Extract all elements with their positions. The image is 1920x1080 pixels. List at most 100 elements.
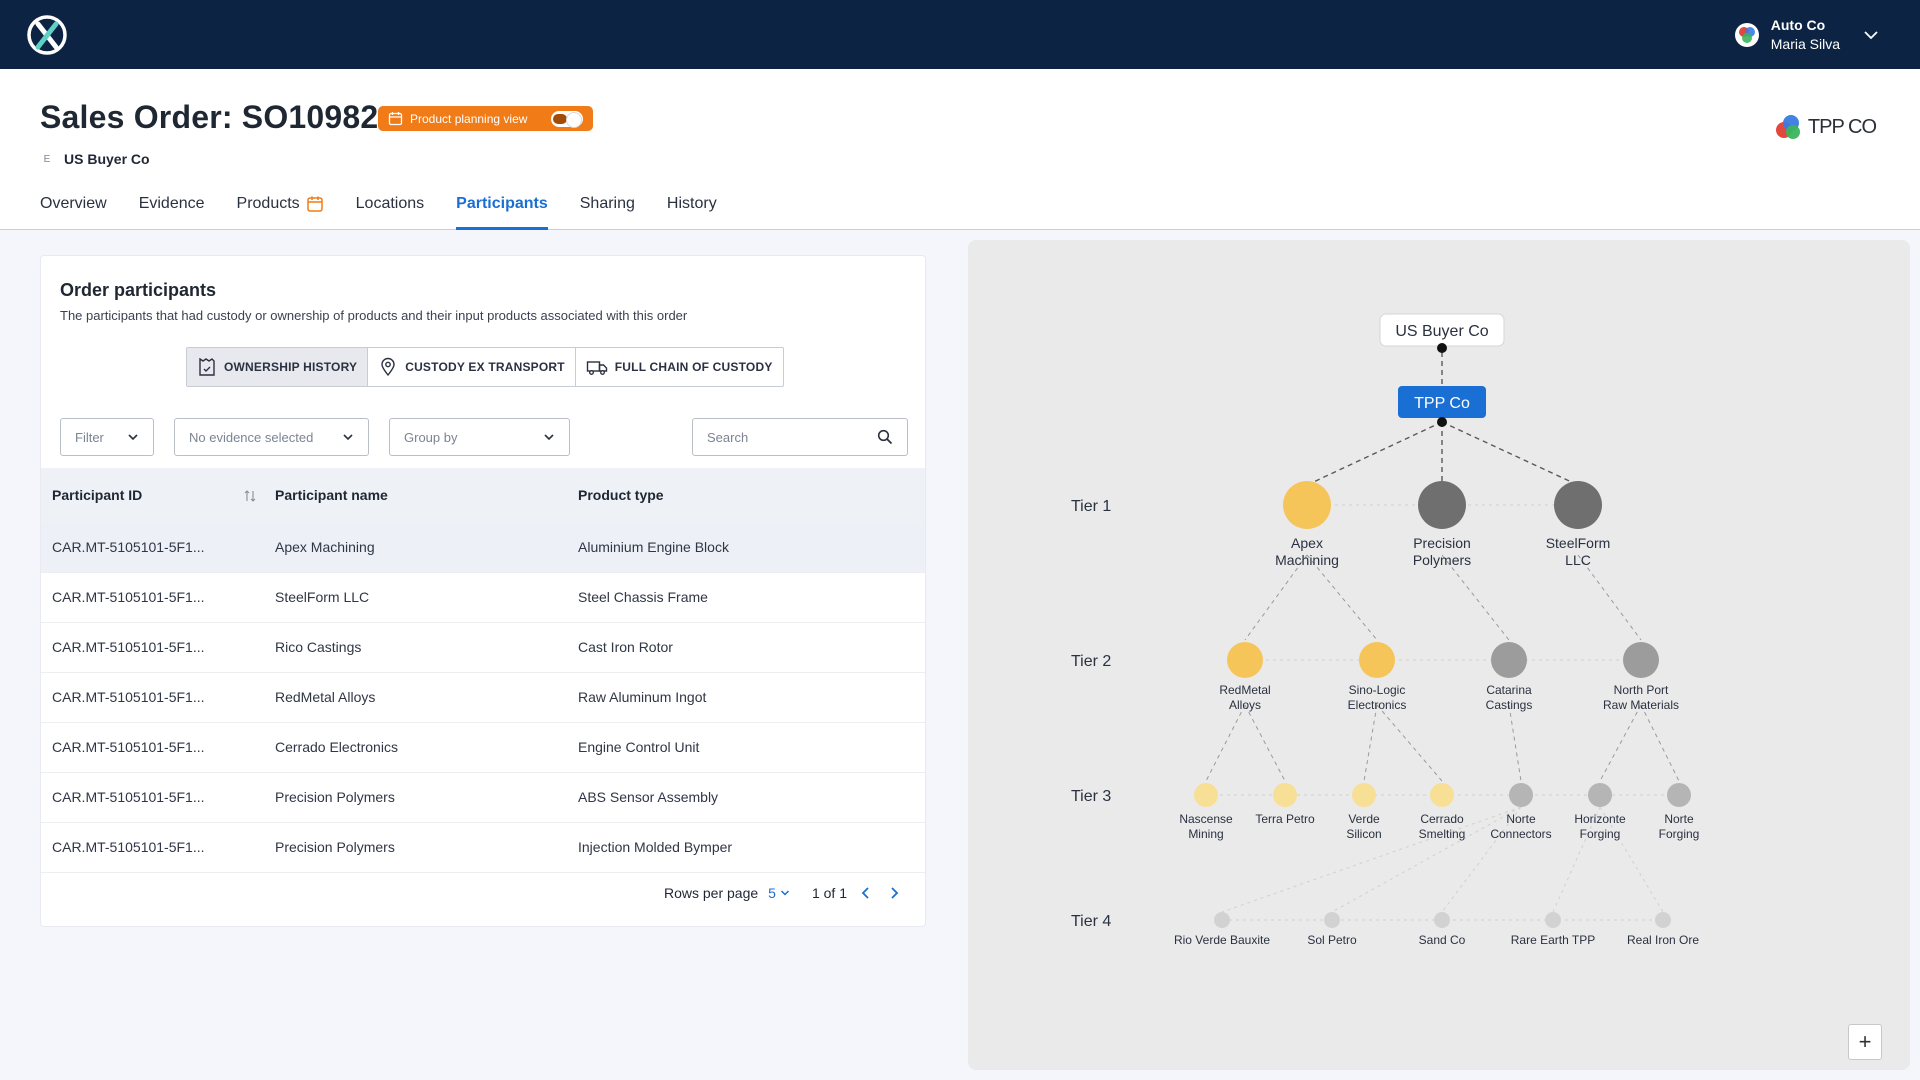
edge xyxy=(1508,704,1522,782)
filter-row: Filter No evidence selected Group by xyxy=(60,418,908,456)
edge xyxy=(1306,421,1443,486)
table-row[interactable]: CAR.MT-5105101-5F1... Apex Machining Alu… xyxy=(41,522,925,573)
supply-chain-graph[interactable]: Tier 1 Tier 2 Tier 3 Tier 4 US Buyer Co TPP C… xyxy=(968,240,1910,1070)
participant-name-cell: Cerrado Electronics xyxy=(275,722,578,773)
view-label: OWNERSHIP HISTORY xyxy=(224,360,358,374)
user-menu[interactable]: Auto Co Maria Silva xyxy=(1734,16,1880,54)
tier2-node-label: Alloys xyxy=(1229,698,1261,712)
participant-name-cell: RedMetal Alloys xyxy=(275,672,578,723)
tier-label: Tier 4 xyxy=(1071,913,1111,930)
planning-chip-label: Product planning view xyxy=(410,111,528,126)
tier1-node-label: SteelForm xyxy=(1546,535,1611,551)
participant-id-cell: CAR.MT-5105101-5F1... xyxy=(41,772,275,823)
column-header-label: Product type xyxy=(578,487,664,503)
edge xyxy=(1640,704,1680,782)
tab-locations[interactable]: Locations xyxy=(356,195,425,230)
tier3-node-label: Mining xyxy=(1188,827,1223,841)
rows-per-page-label: Rows per page xyxy=(664,885,759,901)
tier3-node-label: Connectors xyxy=(1490,827,1551,841)
product-planning-toggle-chip[interactable]: Product planning view xyxy=(378,106,593,131)
column-header-participant-id[interactable]: Participant ID xyxy=(41,468,275,522)
tier2-node-sino-logic-electronics xyxy=(1359,642,1395,678)
brand-logo: TPP CO xyxy=(1774,113,1877,141)
previous-page-button[interactable] xyxy=(857,884,875,902)
search-input[interactable] xyxy=(707,429,857,445)
tab-evidence[interactable]: Evidence xyxy=(139,195,205,230)
page-header: Sales Order: SO10982 Product planning vi… xyxy=(0,69,1920,230)
zoom-in-button[interactable]: + xyxy=(1848,1024,1882,1060)
tier3-node-label: Smelting xyxy=(1419,827,1466,841)
table-row[interactable]: CAR.MT-5105101-5F1... RedMetal Alloys Ra… xyxy=(41,672,925,723)
next-page-button[interactable] xyxy=(885,884,903,902)
edge xyxy=(1244,554,1308,641)
tier3-node-label: Nascense xyxy=(1179,812,1233,826)
graph-canvas: Tier 1 Tier 2 Tier 3 Tier 4 US Buyer Co TPP C… xyxy=(1071,313,1699,947)
tier1-node-apex-machining xyxy=(1283,481,1331,529)
filter-select[interactable]: Filter xyxy=(60,418,154,456)
group-by-select[interactable]: Group by xyxy=(389,418,570,456)
tier2-node-label: Castings xyxy=(1486,698,1533,712)
tier3-node-terra-petro xyxy=(1273,783,1297,807)
participants-table: Participant ID Participant name Product … xyxy=(41,468,925,873)
top-bar: Auto Co Maria Silva xyxy=(0,0,1920,69)
tier2-node-label: North Port xyxy=(1614,683,1669,697)
evidence-select[interactable]: No evidence selected xyxy=(174,418,369,456)
table-row[interactable]: CAR.MT-5105101-5F1... Precision Polymers… xyxy=(41,772,925,823)
tier2-node-catarina-castings xyxy=(1491,642,1527,678)
card-description: The participants that had custody or own… xyxy=(60,308,688,323)
tier2-node-label: RedMetal xyxy=(1219,683,1270,697)
view-label: CUSTODY EX TRANSPORT xyxy=(405,360,565,374)
participant-id-cell: CAR.MT-5105101-5F1... xyxy=(41,622,275,673)
search-icon[interactable] xyxy=(877,429,893,445)
column-header-product-type[interactable]: Product type xyxy=(578,468,925,522)
view-switcher: OWNERSHIP HISTORY CUSTODY EX TRANSPORT F… xyxy=(186,347,784,387)
calendar-icon xyxy=(388,112,403,126)
table-row[interactable]: CAR.MT-5105101-5F1... Cerrado Electronic… xyxy=(41,722,925,773)
page-info: 1 of 1 xyxy=(811,885,847,901)
tab-label: Overview xyxy=(40,195,107,212)
participant-id-cell: CAR.MT-5105101-5F1... xyxy=(41,572,275,623)
tier3-node-nascense-mining xyxy=(1194,783,1218,807)
product-type-cell: Engine Control Unit xyxy=(578,722,925,773)
ownership-history-button[interactable]: OWNERSHIP HISTORY xyxy=(187,348,369,386)
tier2-node-label: Electronics xyxy=(1348,698,1407,712)
planning-toggle-switch[interactable] xyxy=(551,110,583,128)
seller-node xyxy=(1398,386,1486,418)
brand-name: TPP CO xyxy=(1807,115,1877,138)
rows-per-page-value: 5 xyxy=(768,885,776,901)
participant-id-cell: CAR.MT-5105101-5F1... xyxy=(41,522,275,573)
table-row[interactable]: CAR.MT-5105101-5F1... SteelForm LLC Stee… xyxy=(41,572,925,623)
tier2-node-label: Sino-Logic xyxy=(1349,683,1406,697)
full-chain-of-custody-button[interactable]: FULL CHAIN OF CUSTODY xyxy=(576,348,783,386)
tab-products[interactable]: Products xyxy=(237,195,324,230)
tab-history[interactable]: History xyxy=(667,195,717,230)
tab-participants[interactable]: Participants xyxy=(456,195,548,230)
table-row[interactable]: CAR.MT-5105101-5F1... Rico Castings Cast… xyxy=(41,622,925,673)
tier1-node-precision-polymers xyxy=(1418,481,1466,529)
rows-per-page-select[interactable]: 5 xyxy=(768,885,790,901)
ownership-icon xyxy=(199,357,215,376)
tier3-node-cerrado-smelting xyxy=(1430,783,1454,807)
column-header-label: Participant ID xyxy=(52,487,143,503)
app-x-logo-icon[interactable] xyxy=(26,14,68,56)
tier2-node-redmetal-alloys xyxy=(1227,642,1263,678)
tier4-node-sol-petro xyxy=(1324,912,1340,928)
group-by-label: Group by xyxy=(404,429,458,445)
page-title: Sales Order: SO10982 xyxy=(40,99,379,135)
participant-name-cell: Rico Castings xyxy=(275,622,578,673)
tier4-node-label: Sand Co xyxy=(1419,933,1466,947)
chevron-down-icon[interactable] xyxy=(1862,26,1880,44)
tab-label: History xyxy=(666,195,717,212)
tier4-node-label: Rare Earth TPP xyxy=(1511,933,1595,947)
column-header-participant-name[interactable]: Participant name xyxy=(275,468,578,522)
tab-sharing[interactable]: Sharing xyxy=(580,195,635,230)
tier1-node-label: Polymers xyxy=(1413,552,1471,568)
custody-ex-transport-button[interactable]: CUSTODY EX TRANSPORT xyxy=(368,348,576,386)
tier3-node-label: Norte xyxy=(1664,812,1694,826)
sort-icon[interactable] xyxy=(243,489,257,503)
tab-overview[interactable]: Overview xyxy=(40,195,107,230)
card-title: Order participants xyxy=(60,280,217,300)
column-header-label: Participant name xyxy=(275,487,388,503)
edge xyxy=(1244,704,1286,782)
table-row[interactable]: CAR.MT-5105101-5F1... Precision Polymers… xyxy=(41,822,925,873)
